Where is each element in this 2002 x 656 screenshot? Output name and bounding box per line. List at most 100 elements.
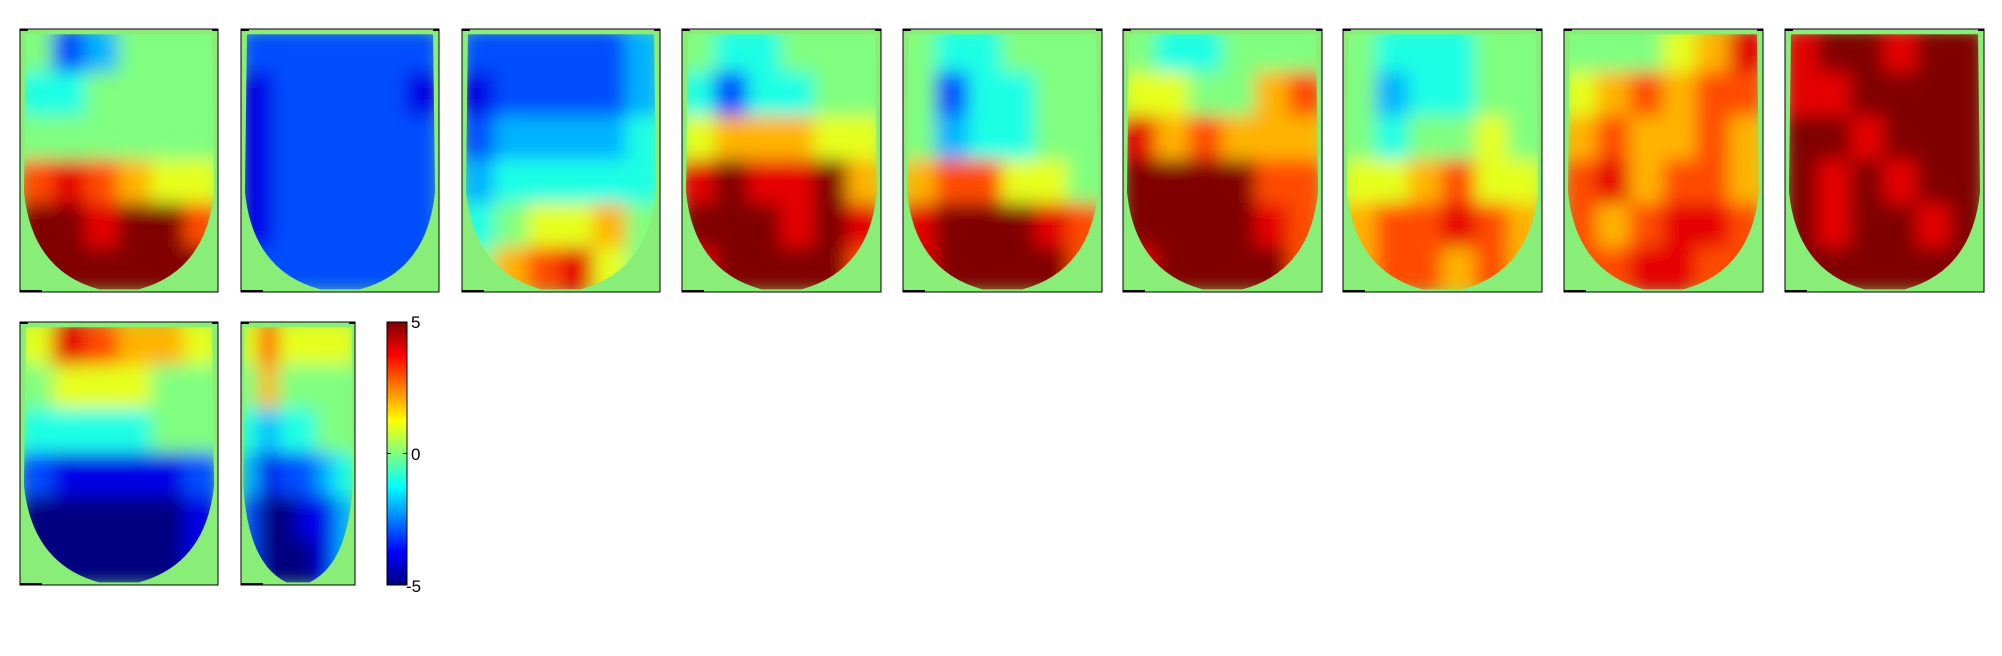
heat-cell — [846, 34, 878, 74]
topo-panel — [1342, 28, 1543, 293]
heat-cell — [1850, 247, 1886, 290]
heat-cell — [151, 115, 186, 162]
heat-cell — [1596, 34, 1632, 74]
heat-cell — [1883, 71, 1919, 118]
heat-cell — [1375, 71, 1411, 118]
heat-cell — [405, 71, 436, 118]
heat-cell — [184, 408, 215, 455]
heat-cell — [118, 540, 153, 583]
heat-cell — [405, 115, 436, 162]
heat-cell — [1375, 115, 1411, 162]
heat-cell — [85, 327, 120, 367]
heat-cell — [846, 159, 878, 206]
panel-frame — [902, 28, 1103, 293]
panel-frame — [1342, 28, 1543, 293]
heat-cell — [184, 327, 215, 367]
heat-cell — [306, 71, 341, 118]
heat-cell — [316, 327, 337, 367]
heat-cell — [243, 452, 261, 499]
heat-cell — [372, 34, 407, 74]
topo-panel — [19, 321, 219, 586]
heat-cell — [1287, 115, 1319, 162]
heat-cell — [1001, 247, 1037, 290]
heat-cell — [244, 71, 275, 118]
heat-cell — [52, 452, 87, 499]
heat-cell — [1441, 203, 1477, 250]
heat-cell — [1662, 159, 1698, 206]
heat-cell — [1629, 247, 1665, 290]
heat-cell — [297, 496, 318, 543]
heat-cell — [1346, 159, 1378, 206]
heat-cell — [685, 71, 717, 118]
heat-cell — [494, 203, 529, 250]
heat-cell — [52, 115, 87, 162]
heat-cell — [1662, 247, 1698, 290]
heat-cell — [1346, 71, 1378, 118]
heat-cell — [527, 71, 562, 118]
heat-cell — [1596, 115, 1632, 162]
heat-cell — [1850, 34, 1886, 74]
heat-cell — [118, 408, 153, 455]
heat-cell — [935, 159, 971, 206]
topo-panel — [19, 28, 219, 293]
heat-cell — [1254, 159, 1290, 206]
heat-cell — [1629, 203, 1665, 250]
heat-cell — [935, 115, 971, 162]
heat-cell — [1126, 159, 1158, 206]
heat-cell — [1188, 34, 1224, 74]
heat-cell — [1507, 34, 1539, 74]
heat-cell — [259, 408, 280, 455]
heat-cell — [297, 540, 318, 583]
heat-cell — [465, 115, 496, 162]
heat-cell — [244, 34, 275, 74]
heat-cell — [1474, 71, 1510, 118]
heat-cell — [968, 247, 1004, 290]
heat-cell — [52, 34, 87, 74]
heat-cell — [494, 34, 529, 74]
heat-cell — [906, 159, 938, 206]
panel-frame — [681, 28, 882, 293]
heat-cell — [118, 247, 153, 290]
heat-cell — [306, 115, 341, 162]
heat-cell — [184, 71, 215, 118]
heat-cell — [151, 34, 186, 74]
heat-cell — [52, 203, 87, 250]
heat-cell — [372, 159, 407, 206]
heat-cell — [259, 364, 280, 411]
topo-panel — [902, 28, 1103, 293]
heat-cell — [1916, 71, 1952, 118]
heat-cell — [935, 34, 971, 74]
topo-panel — [461, 28, 661, 293]
heat-cell — [335, 408, 353, 455]
heat-cell — [1254, 203, 1290, 250]
heat-cell — [906, 34, 938, 74]
heat-cell — [1695, 34, 1731, 74]
heat-cell — [968, 115, 1004, 162]
heat-cell — [626, 115, 657, 162]
heat-cell — [405, 34, 436, 74]
heat-cell — [1287, 71, 1319, 118]
heat-cell — [85, 364, 120, 411]
heat-cell — [1662, 34, 1698, 74]
panel-frame — [240, 28, 440, 293]
heat-cell — [1850, 115, 1886, 162]
heat-cell — [1408, 115, 1444, 162]
heat-cell — [316, 452, 337, 499]
topo-panel — [240, 321, 356, 586]
heat-cell — [1949, 159, 1981, 206]
heat-cell — [151, 159, 186, 206]
heat-cell — [339, 203, 374, 250]
heat-cell — [780, 159, 816, 206]
topo-panel — [1563, 28, 1764, 293]
heat-cell — [780, 71, 816, 118]
heat-cell — [593, 115, 628, 162]
heat-cell — [1916, 159, 1952, 206]
heat-cell — [1001, 34, 1037, 74]
heat-cell — [1850, 71, 1886, 118]
heat-cell — [1001, 203, 1037, 250]
heat-cell — [1408, 203, 1444, 250]
heat-cell — [372, 115, 407, 162]
heat-cell — [1155, 34, 1191, 74]
heat-cell — [1221, 71, 1257, 118]
